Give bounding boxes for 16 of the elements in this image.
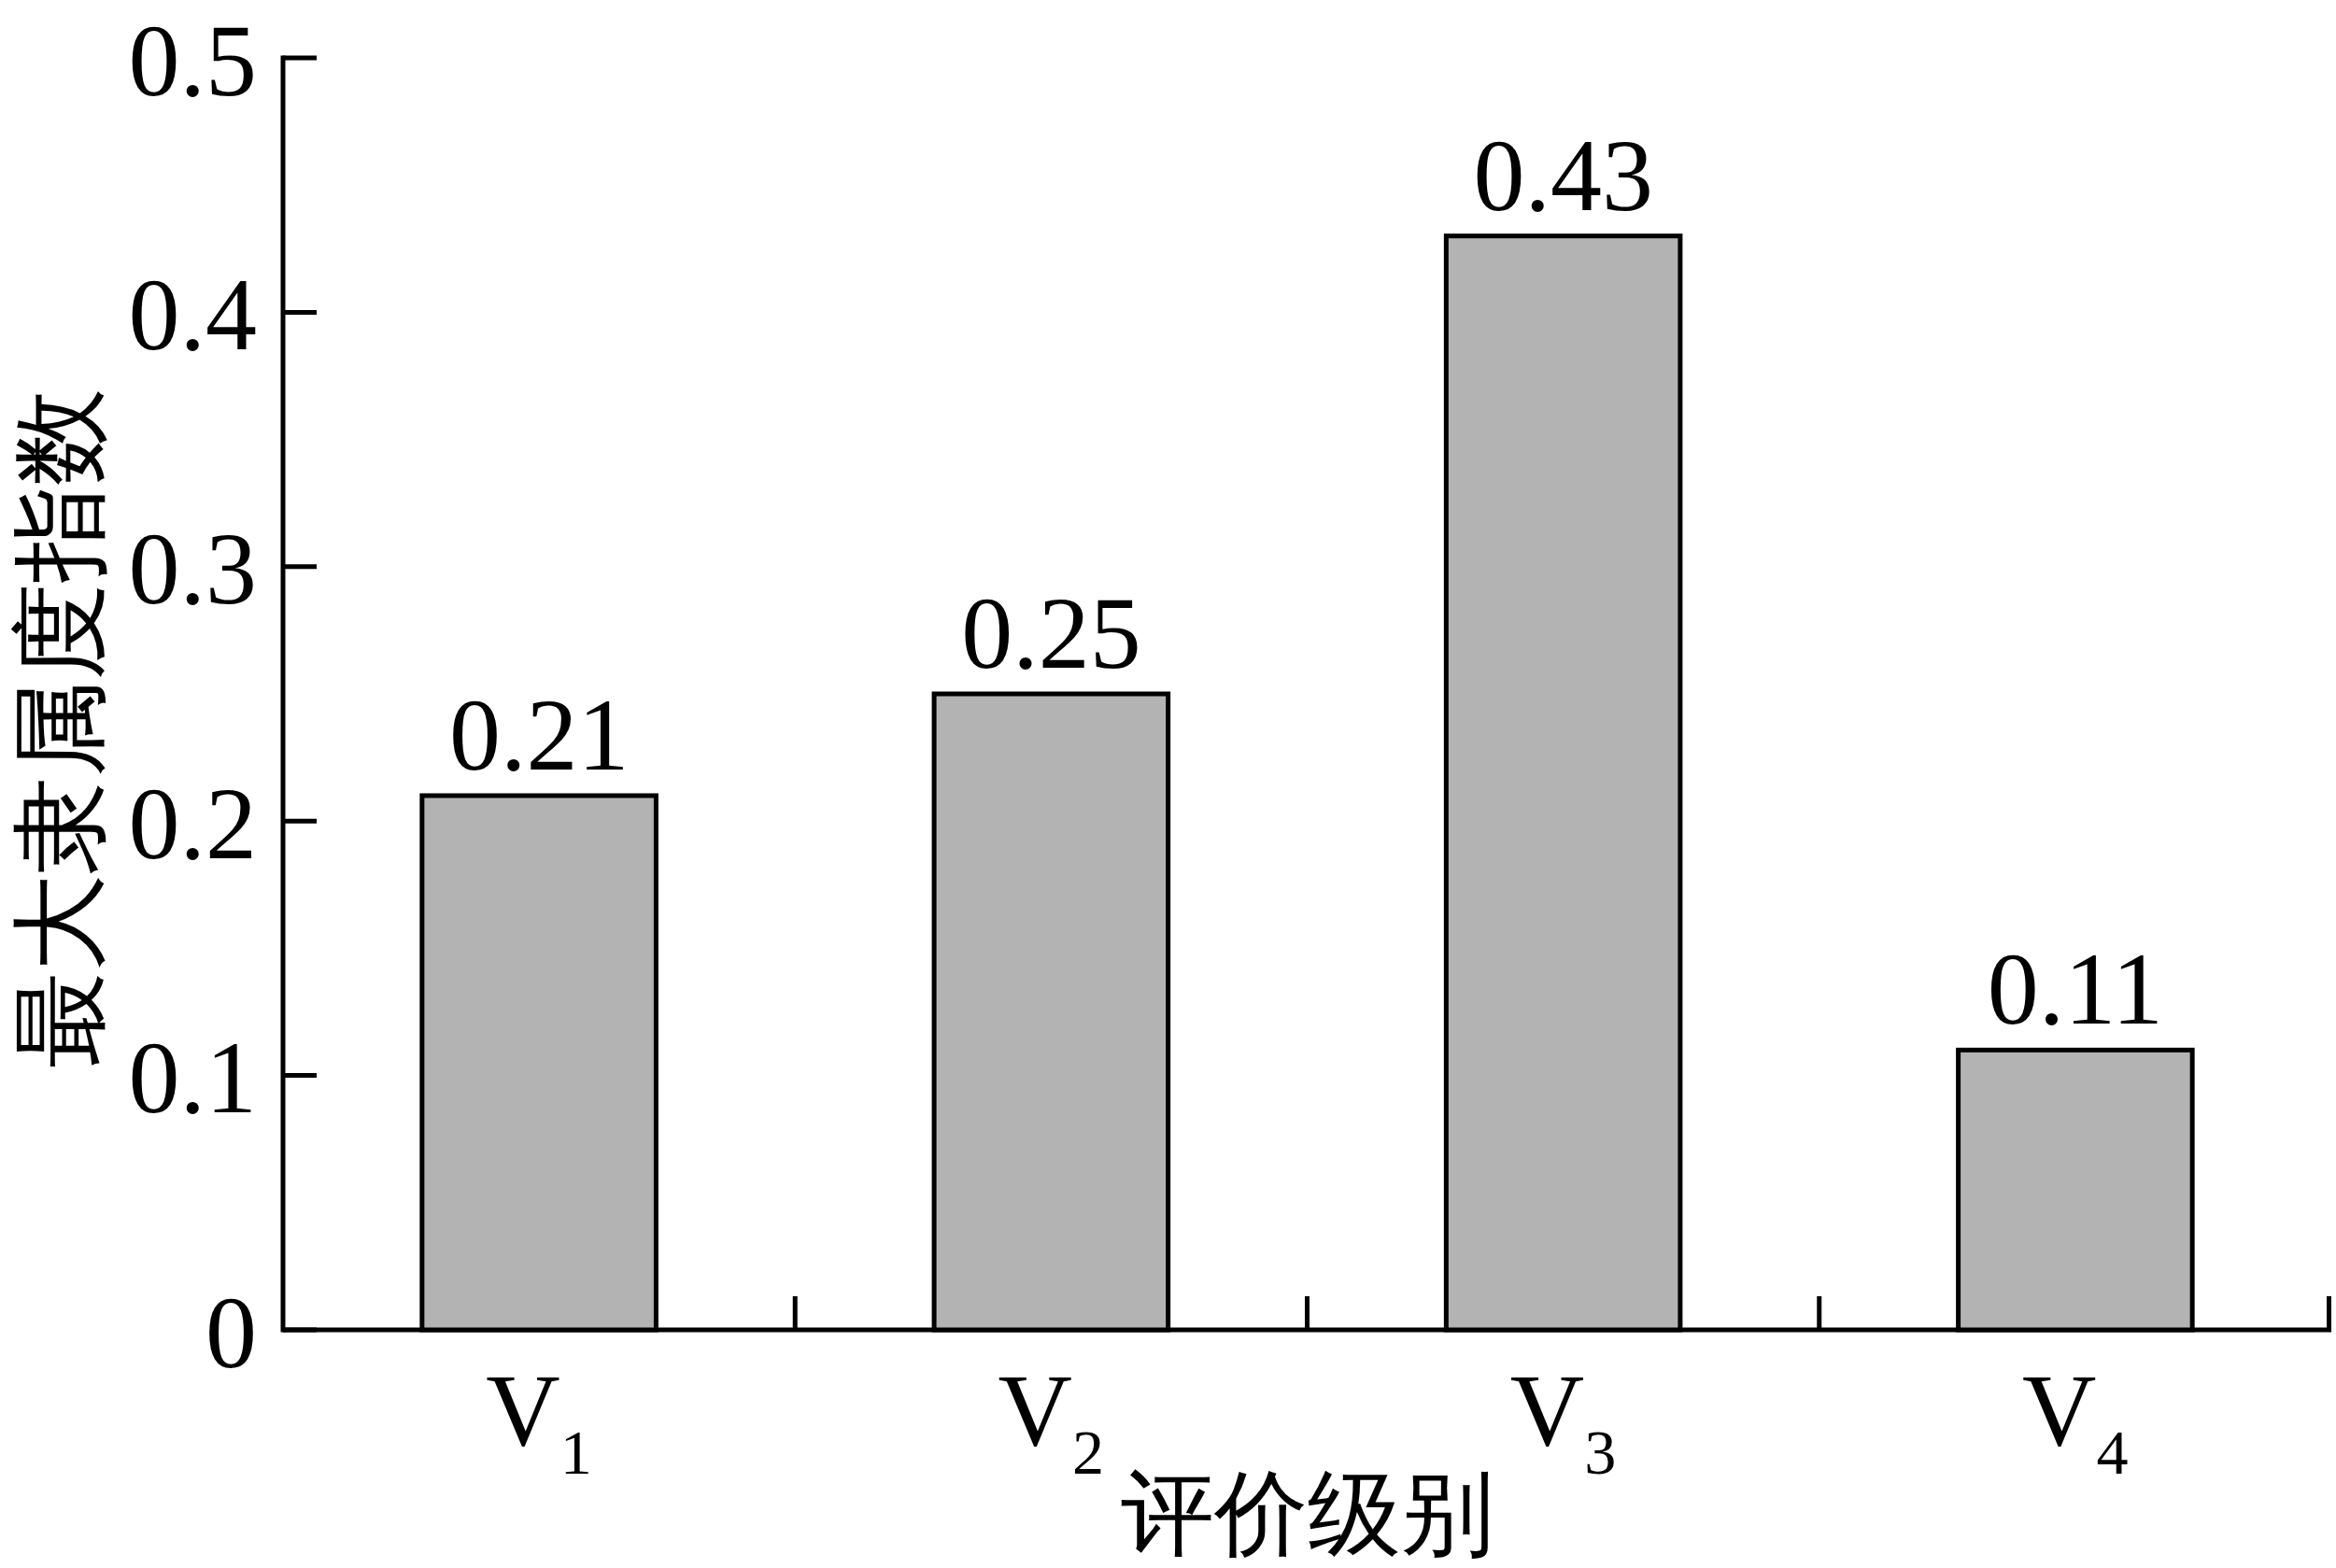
y-axis-title: 最大隶属度指数 [7, 388, 114, 1068]
y-tick-label: 0.2 [128, 766, 257, 881]
y-tick-label: 0.1 [128, 1021, 257, 1136]
x-tick-label: V$_{1}$ [486, 1353, 592, 1488]
data-label: 0.21 [448, 677, 630, 792]
data-label: 0.43 [1473, 118, 1653, 233]
x-tick-label: V$_{4}$ [2022, 1353, 2129, 1488]
y-tick-label: 0.5 [128, 3, 257, 118]
x-axis-title: 评价级别 [1120, 1462, 1494, 1566]
y-tick-label: 0.3 [128, 512, 257, 627]
y-tick-label: 0.4 [128, 258, 257, 372]
data-label: 0.25 [961, 576, 1141, 690]
data-label: 0.11 [1987, 932, 2164, 1047]
x-tick-label: V$_{2}$ [998, 1353, 1105, 1488]
x-tick-label: V$_{3}$ [1509, 1353, 1617, 1488]
y-tick-label: 0 [205, 1275, 257, 1390]
